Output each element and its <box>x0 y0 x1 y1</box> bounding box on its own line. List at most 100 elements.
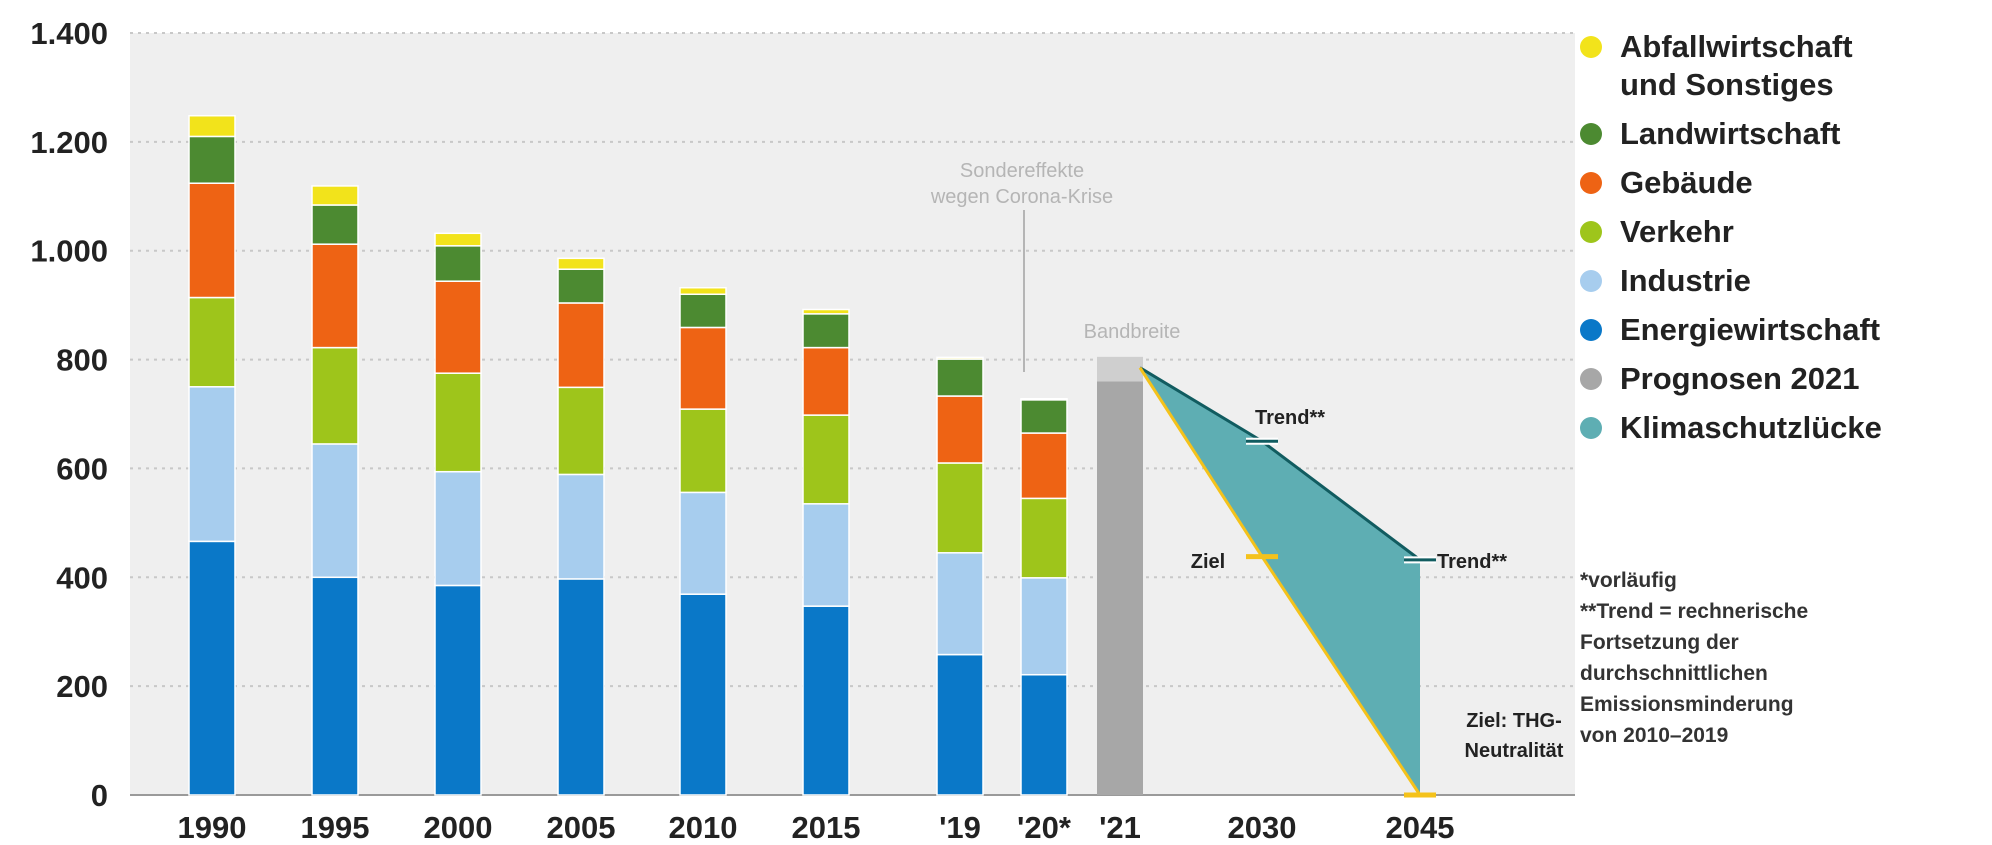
y-axis-ticks: 1.400 1.200 1.000 800 600 400 200 0 <box>30 16 108 813</box>
note-line: durchschnittlichen <box>1580 662 1768 685</box>
bar-segment-landwirtschaft <box>1020 399 1068 434</box>
note-line: *vorläufig <box>1580 569 1677 592</box>
bar-segment-industrie <box>557 473 605 580</box>
bar-segment-geb-ude <box>1020 432 1068 500</box>
bar-segment-abfallwirtschaft-und-sonstiges <box>311 185 359 206</box>
y-tick-label: 600 <box>56 451 108 486</box>
legend-item: Klimaschutzlücke <box>1580 409 1990 447</box>
x-tick-label: '21 <box>1099 810 1141 845</box>
x-tick-label: 2030 <box>1228 810 1297 845</box>
bar-segment-energiewirtschaft <box>311 576 359 796</box>
y-tick-label: 1.400 <box>30 16 108 51</box>
bar-segment-abfallwirtschaft-und-sonstiges <box>188 114 236 138</box>
bar-segment-industrie <box>679 491 727 595</box>
legend-label: Abfallwirtschaft und Sonstiges <box>1620 29 1853 102</box>
bandbreite-label: Bandbreite <box>1084 321 1181 343</box>
bar-segment-landwirtschaft <box>802 313 850 349</box>
y-tick-label: 0 <box>91 778 108 813</box>
trend-2030-label: Trend** <box>1255 407 1325 429</box>
x-tick-label: '19 <box>939 810 981 845</box>
note-line: von 2010–2019 <box>1580 724 1729 747</box>
bar-segment-landwirtschaft <box>434 245 482 282</box>
projection-area <box>1138 366 1436 798</box>
ziel-2045-label: Ziel: THG-Neutralität <box>1465 710 1564 762</box>
legend-item: Energiewirtschaft <box>1580 311 1990 349</box>
legend-item: Prognosen 2021 <box>1580 360 1990 398</box>
legend-swatch <box>1580 368 1602 390</box>
x-tick-label: '20* <box>1017 810 1072 845</box>
legend-item: Gebäude <box>1580 164 1990 202</box>
bar-segment-abfallwirtschaft-und-sonstiges <box>679 286 727 296</box>
bar-segment-industrie <box>434 470 482 587</box>
bar-segment-landwirtschaft <box>679 293 727 329</box>
y-tick-label: 1.000 <box>30 234 108 269</box>
bar-segment-geb-ude <box>936 395 984 464</box>
bar-segment-verkehr <box>188 296 236 388</box>
grid-lines <box>130 32 1575 796</box>
bar-segment-verkehr <box>557 386 605 476</box>
sondereffekte-label: Sondereffekte wegen Corona-Krise <box>930 160 1113 208</box>
ziel-2030-label: Ziel <box>1191 551 1225 573</box>
bar-segment-industrie <box>311 443 359 579</box>
bar-segment-landwirtschaft <box>936 358 984 397</box>
legend-label: Gebäude <box>1620 165 1753 200</box>
x-tick-label: 2010 <box>669 810 738 845</box>
bar-segment-verkehr <box>936 462 984 554</box>
legend-swatch <box>1580 417 1602 439</box>
legend-swatch <box>1580 319 1602 341</box>
bar-segment-landwirtschaft <box>557 268 605 304</box>
bar-segment-energiewirtschaft <box>1020 673 1068 796</box>
legend-label: Energiewirtschaft <box>1620 312 1881 347</box>
bar-segment-geb-ude <box>311 243 359 349</box>
bar-segment-abfallwirtschaft-und-sonstiges <box>557 257 605 270</box>
stacked-bars <box>188 114 1143 796</box>
x-tick-label: 2005 <box>547 810 616 845</box>
y-tick-label: 200 <box>56 669 108 704</box>
bar-segment-energiewirtschaft <box>188 540 236 796</box>
bar-segment-verkehr <box>311 346 359 445</box>
bar-segment-verkehr <box>679 408 727 494</box>
bar-segment-landwirtschaft <box>188 135 236 184</box>
legend-item: Verkehr <box>1580 213 1990 251</box>
prognose-bar <box>1097 381 1143 795</box>
legend-swatch <box>1580 172 1602 194</box>
x-tick-label: 1995 <box>301 810 370 845</box>
x-tick-label: 1990 <box>178 810 247 845</box>
legend-label: Klimaschutzlücke <box>1620 410 1882 445</box>
y-tick-label: 1.200 <box>30 125 108 160</box>
bar-segment-abfallwirtschaft-und-sonstiges <box>936 356 984 360</box>
legend: Abfallwirtschaft und Sonstiges Landwirtsc… <box>1580 28 1990 458</box>
bar-segment-abfallwirtschaft-und-sonstiges <box>1020 398 1068 401</box>
trend-2045-label: Trend** <box>1437 551 1507 573</box>
legend-item: Landwirtschaft <box>1580 115 1990 153</box>
legend-swatch <box>1580 123 1602 145</box>
bar-segment-abfallwirtschaft-und-sonstiges <box>434 232 482 247</box>
bar-segment-energiewirtschaft <box>557 578 605 796</box>
x-tick-label: 2045 <box>1386 810 1455 845</box>
bar-segment-verkehr <box>434 372 482 473</box>
note-line: Emissionsminderung <box>1580 693 1794 716</box>
bar-segment-geb-ude <box>802 346 850 416</box>
legend-item: Industrie <box>1580 262 1990 300</box>
bar-segment-industrie <box>1020 577 1068 676</box>
prognose-band <box>1097 356 1143 382</box>
legend-label: Verkehr <box>1620 214 1734 249</box>
x-tick-label: 2000 <box>424 810 493 845</box>
legend-swatch <box>1580 221 1602 243</box>
footnotes: *vorläufig **Trend = rechnerische Fortse… <box>1580 565 1980 751</box>
note-line: Fortsetzung der <box>1580 631 1739 654</box>
legend-item: Abfallwirtschaft und Sonstiges <box>1580 28 1990 104</box>
bar-segment-geb-ude <box>188 182 236 299</box>
bar-segment-landwirtschaft <box>311 204 359 245</box>
bar-segment-geb-ude <box>679 326 727 410</box>
bar-segment-industrie <box>188 386 236 543</box>
bar-segment-industrie <box>802 503 850 607</box>
bar-segment-energiewirtschaft <box>936 653 984 796</box>
legend-swatch <box>1580 270 1602 292</box>
y-tick-label: 400 <box>56 560 108 595</box>
annotations: Sondereffekte wegen Corona-Krise Bandbreit… <box>930 160 1564 762</box>
note-line: **Trend = rechnerische <box>1580 600 1809 623</box>
x-axis-ticks: 1990 1995 2000 2005 2010 2015 '19 '20* '21 2030 20… <box>178 810 1455 845</box>
legend-label: Landwirtschaft <box>1620 116 1841 151</box>
